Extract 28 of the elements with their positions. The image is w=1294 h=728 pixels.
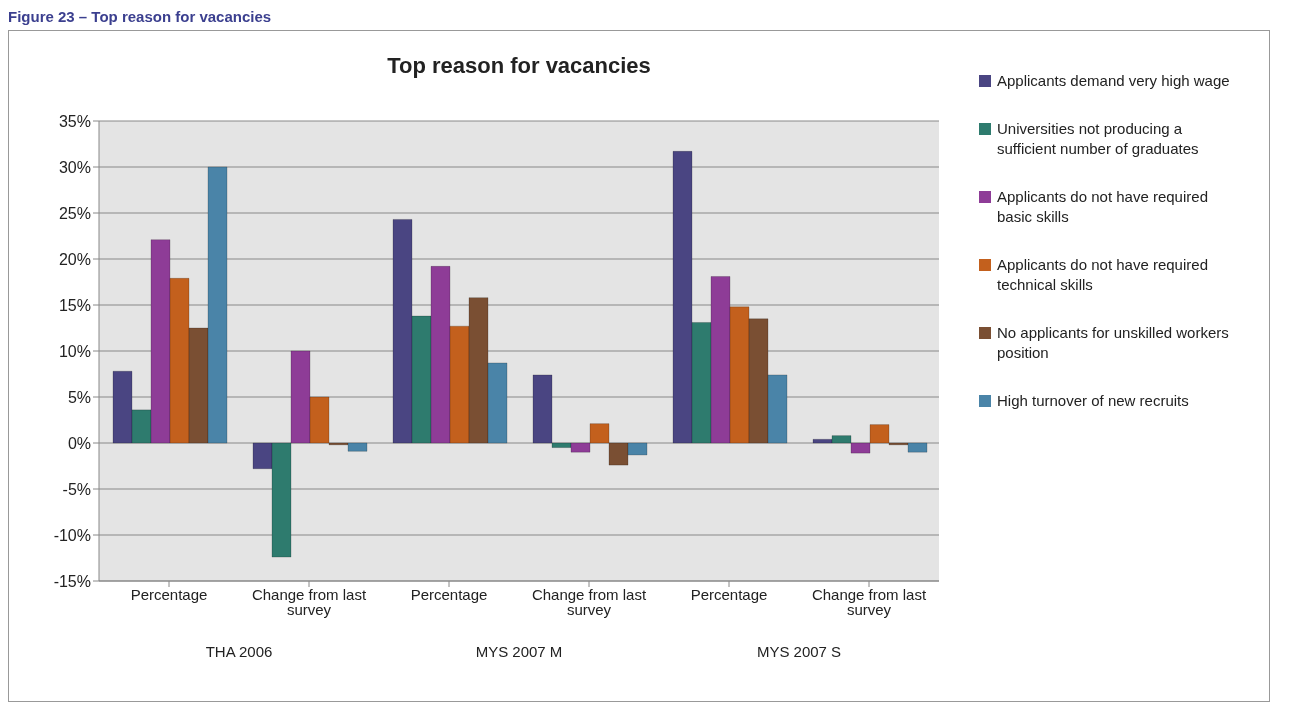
y-tick-label: 10% xyxy=(58,342,91,360)
text: MYS 2007 M xyxy=(474,643,564,660)
legend-label: Applicants demand very high wage xyxy=(997,71,1230,91)
text: THA 2006 xyxy=(204,643,274,660)
legend-label: Universities not producing a sufficient number of graduates xyxy=(997,119,1200,159)
x-tick-label: Percentage xyxy=(130,585,208,603)
chart-title: Top reason for vacancies xyxy=(386,53,652,79)
y-tick-label: -15% xyxy=(53,572,91,590)
x-tick-label: Change from last survey xyxy=(811,585,927,618)
x-tick-label: Change from last survey xyxy=(531,585,647,618)
y-tick-label: 25% xyxy=(58,204,91,222)
y-tick-label: 0% xyxy=(67,434,91,452)
legend-label: Applicants do not have required basic skills xyxy=(997,187,1209,227)
x-tick-label: Percentage xyxy=(410,585,488,603)
y-tick-label: -5% xyxy=(62,480,91,498)
x-tick-label: Percentage xyxy=(690,585,768,603)
y-tick-label: 30% xyxy=(58,158,91,176)
x-tick-label: Change from last survey xyxy=(251,585,367,618)
y-tick-label: 5% xyxy=(67,388,91,406)
legend-label: High turnover of new recruits xyxy=(997,391,1189,411)
y-tick-label: 20% xyxy=(58,250,91,268)
y-tick-label: 35% xyxy=(58,112,91,130)
y-tick-label: -10% xyxy=(53,526,91,544)
caption: Figure 23 – Top reason for vacancies xyxy=(8,8,273,27)
text: MYS 2007 S xyxy=(755,643,843,660)
y-tick-label: 15% xyxy=(58,296,91,314)
legend-label: No applicants for unskilled workers position xyxy=(997,323,1230,363)
legend-label: Applicants do not have required technical skills xyxy=(997,255,1209,295)
